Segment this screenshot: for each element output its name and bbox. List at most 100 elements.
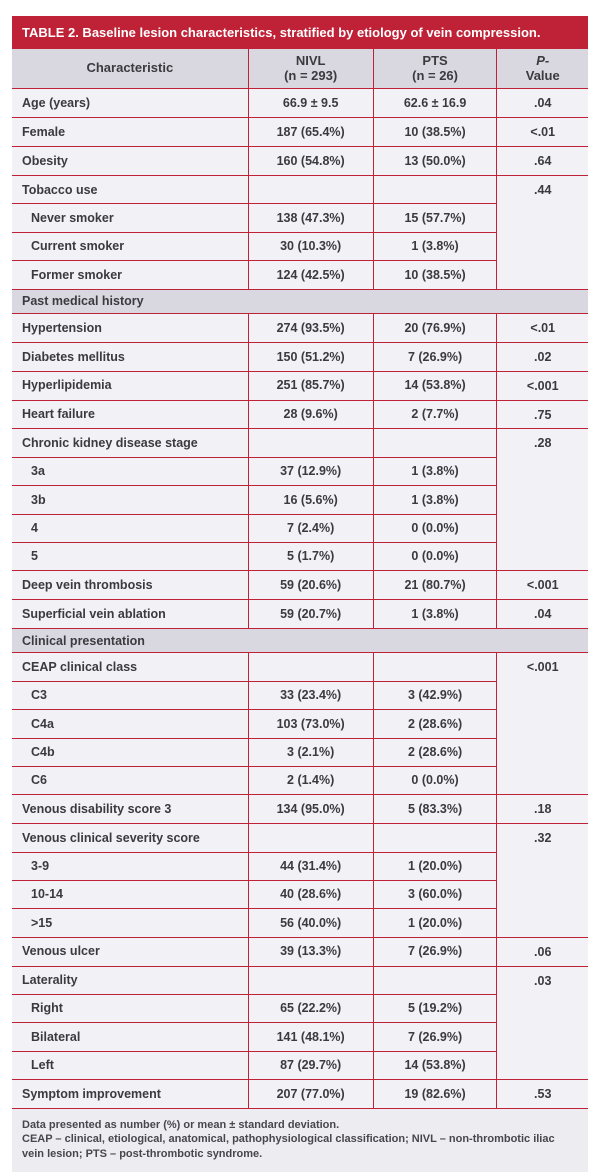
p-value-cell: <.01 <box>496 312 588 343</box>
nivl-value-cell: 2 (1.4%) <box>247 765 374 796</box>
pts-value-cell: 2 (28.6%) <box>372 737 498 767</box>
nivl-value-cell <box>247 175 374 205</box>
table-row: Left 87 (29.7%) 14 (53.8%) <box>12 1050 588 1081</box>
nivl-value-cell: 37 (12.9%) <box>247 456 374 487</box>
table-row: Chronic kidney disease stage .28 <box>12 428 588 572</box>
table-footnotes: Data presented as number (%) or mean ± s… <box>12 1108 588 1172</box>
pts-value-cell: 1 (20.0%) <box>372 908 498 938</box>
characteristic-cell: Venous ulcer <box>12 936 249 967</box>
pts-value-cell: 62.6 ± 16.9 <box>372 88 498 119</box>
pts-value-cell: 19 (82.6%) <box>372 1079 498 1109</box>
characteristic-cell: Venous disability score 3 <box>12 794 249 825</box>
pts-value-cell: 3 (42.9%) <box>372 680 498 711</box>
col-header-sublabel: (n = 293) <box>284 67 338 83</box>
characteristic-cell: Current smoker <box>12 231 249 262</box>
characteristic-cell: Venous clinical severity score <box>12 823 249 853</box>
nivl-value-cell <box>247 823 374 853</box>
characteristic-cell: 5 <box>12 541 249 572</box>
pts-value-cell: 15 (57.7%) <box>372 203 498 233</box>
section-header-cell: Past medical history <box>12 288 588 314</box>
col-header-label: Characteristic <box>86 60 174 76</box>
pts-value-cell: 5 (19.2%) <box>372 993 498 1024</box>
pts-value-cell: 5 (83.3%) <box>372 794 498 825</box>
p-value-cell: .53 <box>496 1079 588 1109</box>
table-row: Venous clinical severity score .32 <box>12 823 588 938</box>
table-row: 3b 16 (5.6%) 1 (3.8%) <box>12 485 588 515</box>
p-value-cell: .04 <box>496 599 588 630</box>
pts-value-cell: 10 (38.5%) <box>372 117 498 148</box>
p-value-cell: .64 <box>496 146 588 177</box>
table-row: Diabetes mellitus 150 (51.2%) 7 (26.9%) .02 <box>12 341 588 372</box>
nivl-value-cell: 160 (54.8%) <box>247 146 374 177</box>
table-row: Tobacco use .44 <box>12 175 588 290</box>
pts-value-cell: 0 (0.0%) <box>372 541 498 572</box>
table-row: Heart failure 28 (9.6%) 2 (7.7%) .75 <box>12 399 588 430</box>
table-row: CEAP clinical class <.001 <box>12 652 588 796</box>
characteristic-cell: Never smoker <box>12 203 249 233</box>
nivl-value-cell: 39 (13.3%) <box>247 936 374 967</box>
col-header-characteristic: Characteristic <box>12 48 249 90</box>
col-header-label: NIVL <box>295 52 326 68</box>
col-header-pts: PTS (n = 26) <box>372 48 498 90</box>
characteristic-cell: Hyperlipidemia <box>12 370 249 401</box>
col-header-p-value: P- Value <box>496 48 588 90</box>
p-value-cell: .44 <box>496 175 588 290</box>
characteristic-cell: Symptom improvement <box>12 1079 249 1109</box>
pts-value-cell <box>372 428 498 458</box>
nivl-value-cell: 7 (2.4%) <box>247 513 374 543</box>
p-value-cell: .02 <box>496 341 588 372</box>
p-value-cell: <.001 <box>496 570 588 601</box>
p-value-cell: <.001 <box>496 370 588 401</box>
nivl-value-cell: 30 (10.3%) <box>247 231 374 262</box>
table-figure: TABLE 2. Baseline lesion characteristics… <box>12 16 588 1172</box>
table-row: Female 187 (65.4%) 10 (38.5%) <.01 <box>12 117 588 148</box>
p-value-cell: .18 <box>496 794 588 825</box>
pts-value-cell: 7 (26.9%) <box>372 936 498 967</box>
footnote-line: Data presented as number (%) or mean ± s… <box>22 1118 340 1131</box>
nivl-value-cell: 141 (48.1%) <box>247 1022 374 1052</box>
p-value-cell: .03 <box>496 965 588 1081</box>
table-row: Obesity 160 (54.8%) 13 (50.0%) .64 <box>12 146 588 177</box>
pts-value-cell: 1 (20.0%) <box>372 851 498 881</box>
pts-value-cell <box>372 652 498 682</box>
section-row: Past medical history <box>12 288 588 314</box>
nivl-value-cell: 87 (29.7%) <box>247 1050 374 1081</box>
characteristic-cell: >15 <box>12 908 249 938</box>
nivl-value-cell: 40 (28.6%) <box>247 879 374 910</box>
pts-value-cell: 10 (38.5%) <box>372 260 498 290</box>
nivl-value-cell <box>247 965 374 995</box>
section-row: Clinical presentation <box>12 628 588 654</box>
table-row: Hyperlipidemia 251 (85.7%) 14 (53.8%) <.001 <box>12 370 588 401</box>
table-row: C4a 103 (73.0%) 2 (28.6%) <box>12 709 588 739</box>
characteristic-cell: C4b <box>12 737 249 767</box>
characteristic-cell: Heart failure <box>12 399 249 430</box>
table-body: Age (years) 66.9 ± 9.5 62.6 ± 16.9.04 Femal… <box>12 88 588 1109</box>
pts-value-cell: 20 (76.9%) <box>372 312 498 343</box>
table-row: Bilateral 141 (48.1%) 7 (26.9%) <box>12 1022 588 1052</box>
pts-value-cell <box>372 965 498 995</box>
characteristic-cell: 3-9 <box>12 851 249 881</box>
characteristic-cell: 10-14 <box>12 879 249 910</box>
table-title: TABLE 2. Baseline lesion characteristics… <box>12 16 588 49</box>
col-header-sublabel: (n = 26) <box>412 67 458 83</box>
pts-value-cell: 7 (26.9%) <box>372 1022 498 1052</box>
nivl-value-cell: 59 (20.7%) <box>247 599 374 630</box>
p-value-cell: .75 <box>496 399 588 430</box>
characteristic-cell: Tobacco use <box>12 175 249 205</box>
nivl-value-cell: 124 (42.5%) <box>247 260 374 290</box>
nivl-value-cell: 28 (9.6%) <box>247 399 374 430</box>
characteristic-cell: Female <box>12 117 249 148</box>
table-row: >15 56 (40.0%) 1 (20.0%) <box>12 908 588 938</box>
characteristic-cell: CEAP clinical class <box>12 652 249 682</box>
pts-value-cell: 1 (3.8%) <box>372 456 498 487</box>
nivl-value-cell: 56 (40.0%) <box>247 908 374 938</box>
table-row: Deep vein thrombosis 59 (20.6%) 21 (80.7%)… <box>12 570 588 601</box>
pts-value-cell: 2 (28.6%) <box>372 709 498 739</box>
characteristic-cell: Former smoker <box>12 260 249 290</box>
characteristic-cell: Right <box>12 993 249 1024</box>
characteristic-cell: C4a <box>12 709 249 739</box>
characteristic-cell: Laterality <box>12 965 249 995</box>
characteristic-cell: Obesity <box>12 146 249 177</box>
characteristic-cell: Superficial vein ablation <box>12 599 249 630</box>
